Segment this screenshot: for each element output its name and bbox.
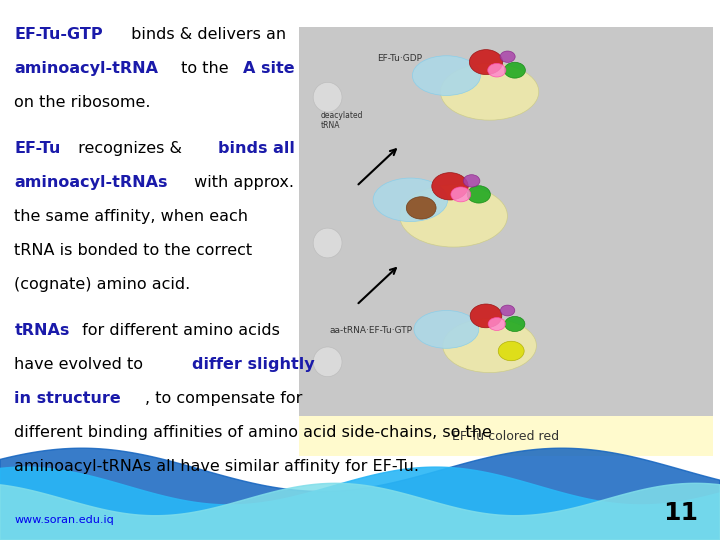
Text: have evolved to: have evolved to bbox=[14, 357, 148, 372]
Text: A site: A site bbox=[243, 61, 294, 76]
Text: 11: 11 bbox=[663, 501, 698, 525]
Text: for different amino acids: for different amino acids bbox=[77, 323, 280, 338]
Circle shape bbox=[500, 305, 515, 316]
Text: tRNA is bonded to the correct: tRNA is bonded to the correct bbox=[14, 243, 253, 258]
Text: recognizes &: recognizes & bbox=[73, 141, 188, 156]
Text: aminoacyl-tRNAs: aminoacyl-tRNAs bbox=[14, 175, 168, 190]
Circle shape bbox=[464, 175, 480, 187]
Ellipse shape bbox=[313, 82, 342, 112]
Text: aa-tRNA·EF-Tu·GTP: aa-tRNA·EF-Tu·GTP bbox=[329, 326, 413, 335]
Text: aminoacyl-tRNAs all have similar affinity for EF-Tu.: aminoacyl-tRNAs all have similar affinit… bbox=[14, 459, 419, 474]
Ellipse shape bbox=[443, 319, 536, 373]
Circle shape bbox=[406, 197, 436, 219]
Ellipse shape bbox=[441, 63, 539, 120]
Text: binds all: binds all bbox=[218, 141, 295, 156]
Ellipse shape bbox=[414, 310, 479, 348]
Circle shape bbox=[505, 316, 525, 332]
Bar bbox=[299, 27, 713, 416]
Circle shape bbox=[504, 62, 526, 78]
Text: in structure: in structure bbox=[14, 391, 121, 406]
Text: to the: to the bbox=[176, 61, 234, 76]
Text: deacylated
tRNA: deacylated tRNA bbox=[320, 111, 363, 130]
Bar bbox=[299, 416, 713, 456]
Circle shape bbox=[487, 63, 506, 77]
Text: differ slightly: differ slightly bbox=[192, 357, 315, 372]
Circle shape bbox=[500, 51, 516, 62]
Ellipse shape bbox=[413, 56, 480, 96]
Text: EF-Tu·GDP: EF-Tu·GDP bbox=[377, 53, 422, 63]
Text: www.soran.edu.iq: www.soran.edu.iq bbox=[14, 515, 114, 525]
Text: on the ribosome.: on the ribosome. bbox=[14, 95, 151, 110]
Circle shape bbox=[467, 186, 490, 203]
Text: , to compensate for: , to compensate for bbox=[145, 391, 303, 406]
Circle shape bbox=[498, 341, 524, 361]
Ellipse shape bbox=[313, 347, 342, 377]
Circle shape bbox=[469, 50, 503, 75]
Circle shape bbox=[470, 304, 502, 328]
Text: (cognate) amino acid.: (cognate) amino acid. bbox=[14, 277, 191, 292]
Text: EF-Tu: EF-Tu bbox=[14, 141, 60, 156]
Circle shape bbox=[451, 187, 471, 202]
Text: EF-Tu-GTP: EF-Tu-GTP bbox=[14, 27, 103, 42]
Ellipse shape bbox=[373, 178, 448, 221]
Text: the same affinity, when each: the same affinity, when each bbox=[14, 209, 248, 224]
Text: EF-Tu colored red: EF-Tu colored red bbox=[452, 429, 559, 443]
Circle shape bbox=[488, 318, 505, 330]
Ellipse shape bbox=[400, 185, 508, 247]
Text: binds & delivers an: binds & delivers an bbox=[126, 27, 286, 42]
Ellipse shape bbox=[313, 228, 342, 258]
Text: tRNAs: tRNAs bbox=[14, 323, 70, 338]
Text: aminoacyl-tRNA: aminoacyl-tRNA bbox=[14, 61, 158, 76]
Text: with approx.: with approx. bbox=[189, 175, 294, 190]
Circle shape bbox=[432, 173, 468, 200]
Text: different binding affinities of amino acid side-chains, so the: different binding affinities of amino ac… bbox=[14, 425, 492, 440]
